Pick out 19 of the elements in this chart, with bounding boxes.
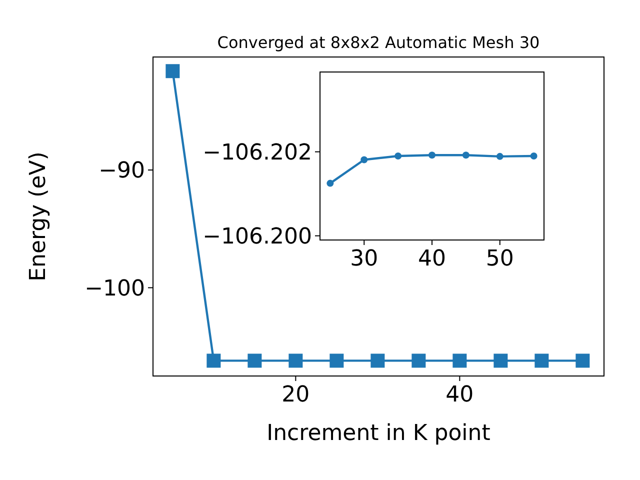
point (462, 152, 470, 159)
point (394, 152, 402, 160)
y-tick-label: −106.200 (202, 224, 312, 250)
x-tick-label: 20 (282, 382, 310, 408)
x-tick-label: 40 (446, 382, 474, 408)
x-tick-label: 40 (418, 246, 446, 272)
point (496, 152, 504, 160)
y-tick-label: −100 (84, 276, 145, 302)
y-tick-label: −90 (98, 158, 145, 184)
x-tick-label: 50 (486, 246, 514, 272)
point (326, 180, 334, 187)
point (530, 152, 538, 160)
y-axis-title: Energy (eV) (26, 152, 51, 282)
x-axis-title: Increment in K point (266, 421, 491, 446)
point (360, 156, 368, 164)
x-tick-label: 30 (350, 246, 378, 272)
chart-title: Converged at 8x8x2 Automatic Mesh 30 (217, 33, 540, 52)
y-tick-label: −106.202 (202, 140, 312, 166)
point (428, 152, 436, 159)
